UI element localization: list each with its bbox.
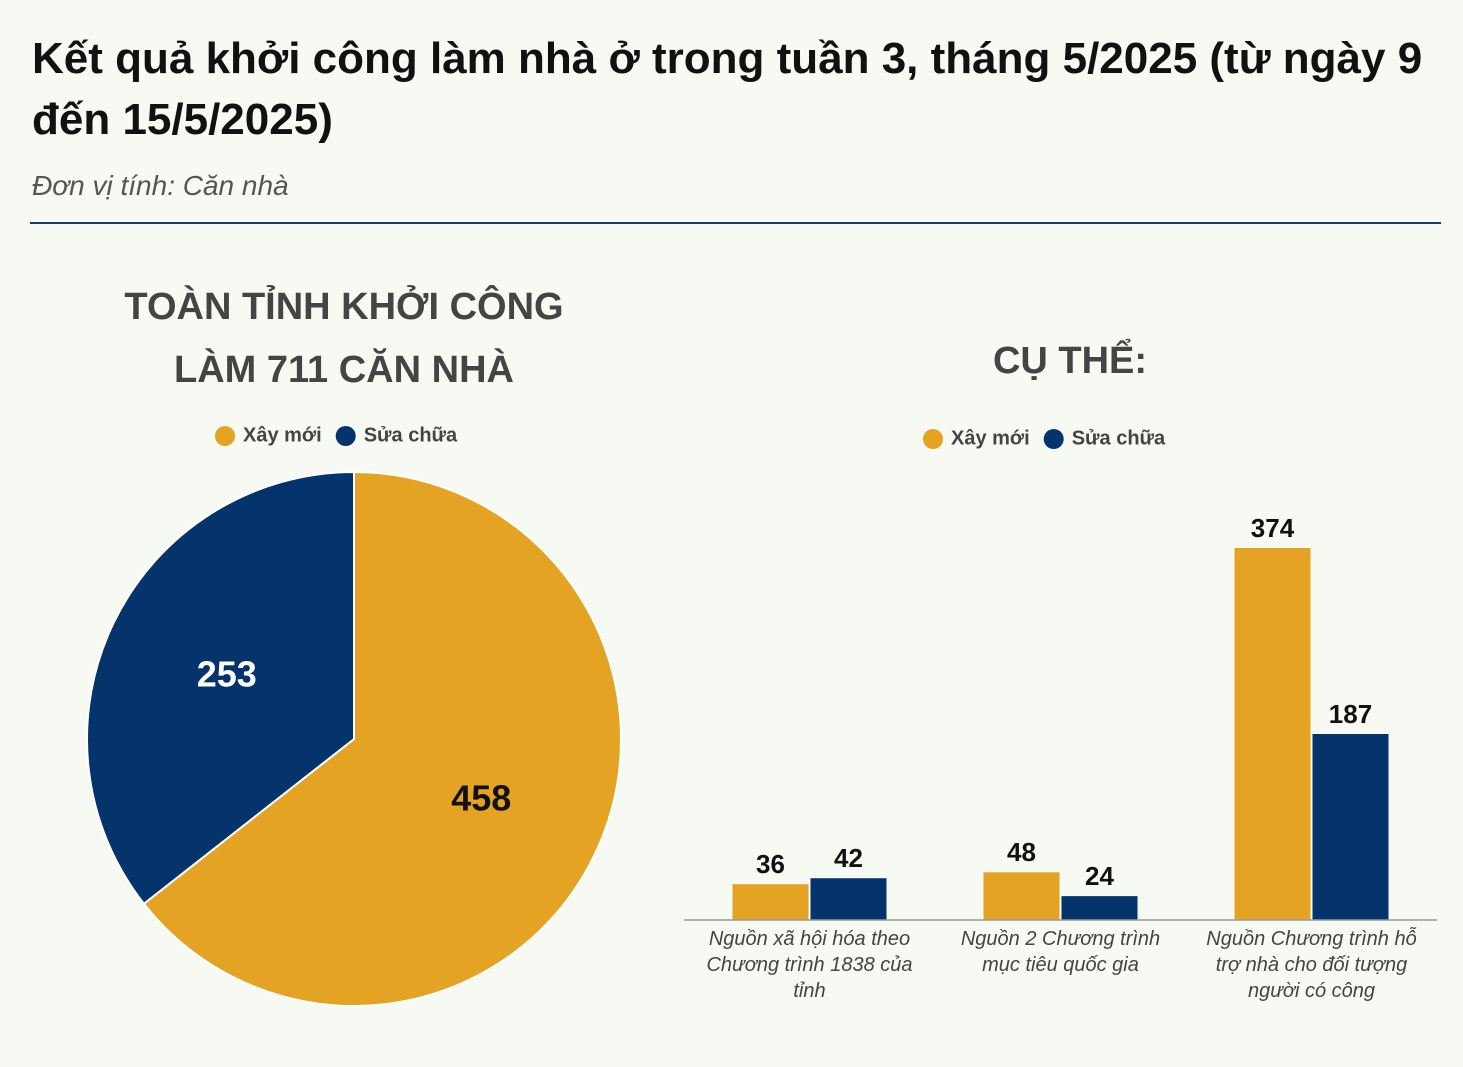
- slice-label: 458: [451, 777, 511, 818]
- pie-title: TOÀN TỈNH KHỞI CÔNG LÀM 711 CĂN NHÀ: [124, 286, 564, 391]
- bar-value-label: 24: [1085, 861, 1114, 891]
- pie-slice: [142, 470, 622, 1007]
- bar-value-label: 42: [834, 843, 863, 873]
- slice-label: 253: [197, 654, 257, 695]
- legend-label: Xây mới: [951, 427, 1030, 449]
- bar: [732, 884, 809, 920]
- bar-value-label: 36: [756, 849, 785, 879]
- bar-value-label: 187: [1329, 699, 1372, 729]
- bar-value-label: 374: [1251, 513, 1295, 543]
- category-label: Nguồn xã hội hóa theo Chương trình 1838 …: [706, 928, 913, 1002]
- legend-swatch: [923, 429, 943, 449]
- category-label: Nguồn Chương trình hỗ trợ nhà cho đối tư…: [1206, 928, 1417, 1002]
- bar-title: CỤ THỂ:: [992, 340, 1148, 382]
- unit-note: Đơn vị tính: Căn nhà: [32, 170, 289, 201]
- bar: [1312, 734, 1389, 920]
- bar: [810, 878, 887, 920]
- category-label: Nguồn 2 Chương trình mục tiêu quốc gia: [960, 928, 1161, 976]
- bar-value-label: 48: [1007, 837, 1036, 867]
- legend-swatch: [335, 426, 356, 446]
- bar: [983, 872, 1060, 920]
- pie-slice: [86, 470, 355, 906]
- bar: [1234, 548, 1311, 920]
- legend-label: Sửa chữa: [364, 424, 458, 446]
- page-title: Kết quả khởi công làm nhà ở trong tuần 3…: [32, 34, 1423, 144]
- legend-label: Sửa chữa: [1072, 427, 1166, 449]
- legend-swatch: [1043, 429, 1064, 449]
- legend-swatch: [215, 426, 235, 446]
- bar: [1061, 896, 1138, 920]
- legend-label: Xây mới: [243, 424, 322, 446]
